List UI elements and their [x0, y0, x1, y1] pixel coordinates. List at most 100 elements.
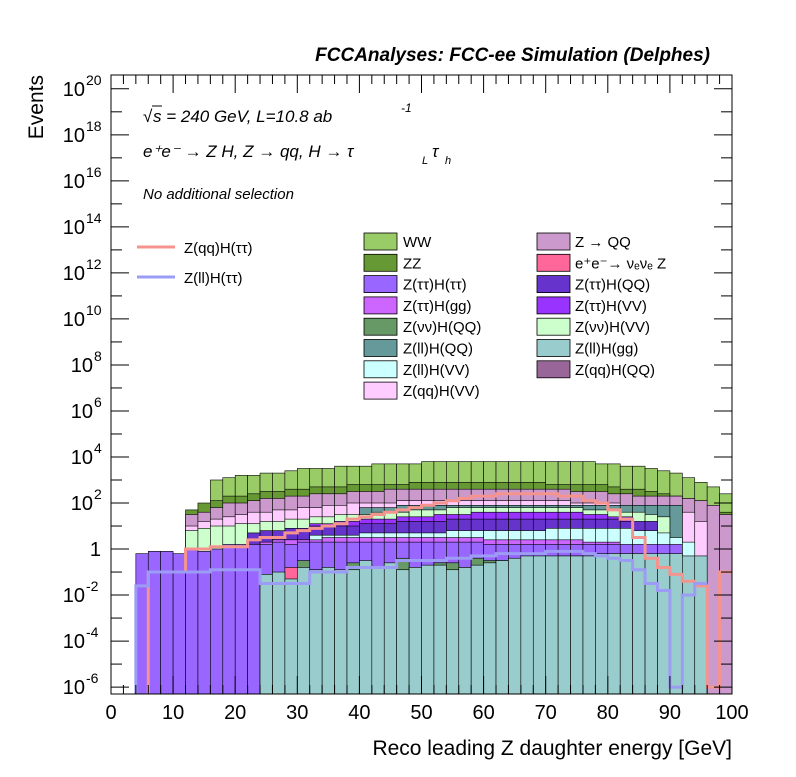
y-tick-exponent: 10 — [86, 302, 102, 318]
y-tick-exponent: 2 — [94, 486, 102, 502]
y-tick-label: 10 — [63, 125, 85, 147]
bar-z-ll-h-gg- — [446, 569, 460, 695]
y-tick-exponent: 6 — [94, 394, 102, 410]
legend-label: Z(qq)H(VV) — [403, 383, 480, 400]
y-tick-label: 10 — [71, 447, 93, 469]
legend-swatch — [363, 360, 398, 379]
bar-z-ll-h-gg- — [321, 567, 335, 695]
bar-z-ll-h-gg- — [272, 571, 286, 695]
legend-swatch — [536, 253, 571, 272]
y-tick-label: 10 — [63, 309, 85, 331]
bar-z-h- — [172, 553, 186, 695]
legend-label: ZZ — [403, 255, 421, 272]
energy-lumi-annotation: √ s = 240 GeV, L=10.8 ab -1 — [143, 101, 412, 126]
process-text: e⁺e⁻ → Z H, Z → qq, H → τ — [143, 142, 355, 161]
legend-label: Z → QQ — [575, 234, 631, 251]
tau-h-symbol: τ — [432, 142, 440, 161]
x-tick-label: 20 — [224, 702, 246, 724]
y-tick-label: 10 — [71, 355, 93, 377]
bar-z-ll-h-gg- — [396, 569, 410, 695]
bar-z-ll-h-gg- — [296, 567, 311, 695]
bar-z-ll-h-gg- — [346, 569, 360, 695]
chart-header: FCCAnalyses: FCC-ee Simulation (Delphes) — [315, 45, 710, 66]
bar-z-ll-h-gg- — [309, 569, 323, 695]
legend-label: Z(νν)H(VV) — [575, 319, 650, 336]
bar-z-ll-h-gg- — [595, 553, 609, 695]
legend-swatch — [363, 339, 398, 357]
bar-z-ll-h-gg- — [582, 555, 596, 695]
legend-swatch — [363, 232, 398, 251]
y-tick-label: 10 — [63, 631, 85, 653]
legend-label: Z(qq)H(QQ) — [575, 362, 655, 379]
bar-z-ll-h-gg- — [421, 564, 435, 695]
y-tick-exponent: 12 — [86, 256, 102, 272]
tau-h-subscript: h — [445, 155, 451, 167]
legend-swatch — [363, 317, 398, 336]
bar-z-qq — [706, 505, 720, 695]
legend-swatch — [363, 275, 398, 294]
legend-label: Z(ll)H(QQ) — [403, 341, 473, 358]
x-axis-label: Reco leading Z daughter energy [GeV] — [372, 737, 732, 760]
bar-z-ll-h-gg- — [383, 562, 397, 695]
y-tick-exponent: 18 — [86, 118, 102, 134]
bar-z-ll-h-gg- — [508, 557, 522, 695]
y-tick-label: 10 — [63, 79, 85, 101]
x-tick-label: 90 — [659, 702, 681, 724]
legend-label: Z(ll)H(gg) — [575, 341, 638, 358]
bar-z-ll-h-gg- — [371, 567, 385, 695]
bar-z-ll-h-gg- — [532, 555, 547, 695]
x-tick-label: 70 — [535, 702, 557, 724]
legend-swatch — [536, 317, 571, 336]
x-tick-label: 50 — [410, 702, 432, 724]
bar-z-ll-h-gg- — [557, 555, 571, 695]
x-tick-label: 30 — [286, 702, 308, 724]
tau-l-subscript: L — [422, 155, 428, 167]
legend-swatch — [536, 339, 571, 357]
x-tick-label: 80 — [597, 702, 619, 724]
bar-z-ll-h-gg- — [632, 553, 646, 695]
y-tick-label: 10 — [63, 585, 85, 607]
legend-label: Z(ττ)H(QQ) — [575, 277, 650, 294]
stacked-histogram — [135, 461, 733, 695]
bar-z-ll-h-gg- — [607, 553, 621, 695]
legend-swatch — [536, 232, 571, 251]
legend-swatch — [363, 253, 398, 272]
bar-z-ll-h-gg- — [470, 564, 484, 695]
bar-z-ll-h-gg- — [619, 553, 633, 695]
bar-z-ll-h-gg- — [644, 553, 658, 695]
lumi-exponent: -1 — [401, 101, 412, 115]
legend-label: Z(ττ)H(VV) — [575, 298, 647, 315]
legend-label: e⁺e⁻→ νₑνₑ Z — [575, 255, 666, 272]
y-tick-label: 1 — [90, 539, 101, 561]
y-tick-exponent: 14 — [86, 210, 102, 226]
legend-swatch — [536, 296, 571, 315]
y-tick-label: 10 — [71, 401, 93, 423]
legend: Z(qq)H(ττ) Z(ll)H(ττ) WW ZZ Z(ττ)H(ττ) Z(ττ)H… — [137, 232, 666, 400]
sqrt-symbol: √ — [143, 107, 153, 126]
y-tick-exponent: 8 — [94, 348, 102, 364]
y-tick-exponent: 16 — [86, 164, 102, 180]
y-tick-label: 10 — [71, 493, 93, 515]
legend-signal-label: Z(qq)H(ττ) — [184, 240, 253, 257]
signal-lines — [134, 492, 732, 694]
legend-swatch — [363, 296, 398, 315]
y-tick-label: 10 — [63, 217, 85, 239]
bar-z-ll-h-gg- — [259, 574, 273, 695]
legend-label: Z(ττ)H(gg) — [403, 298, 472, 315]
selection-note: No additional selection — [143, 186, 294, 203]
bar-z-ll-h-gg- — [359, 560, 373, 695]
signal-line-z-ll-h- — [134, 549, 708, 694]
bar-z-ll-h-gg- — [570, 555, 584, 695]
bar-z-ll-h-gg- — [483, 562, 497, 695]
legend-label: Z(νν)H(QQ) — [403, 319, 481, 336]
x-tick-label: 0 — [105, 702, 116, 724]
y-tick-label: 10 — [63, 677, 85, 699]
legend-label: Z(ll)H(VV) — [403, 362, 470, 379]
x-tick-label: 100 — [715, 702, 748, 724]
legend-swatch — [536, 275, 571, 294]
bar-z-ll-h-gg- — [334, 569, 348, 695]
bar-z-h- — [234, 544, 248, 695]
